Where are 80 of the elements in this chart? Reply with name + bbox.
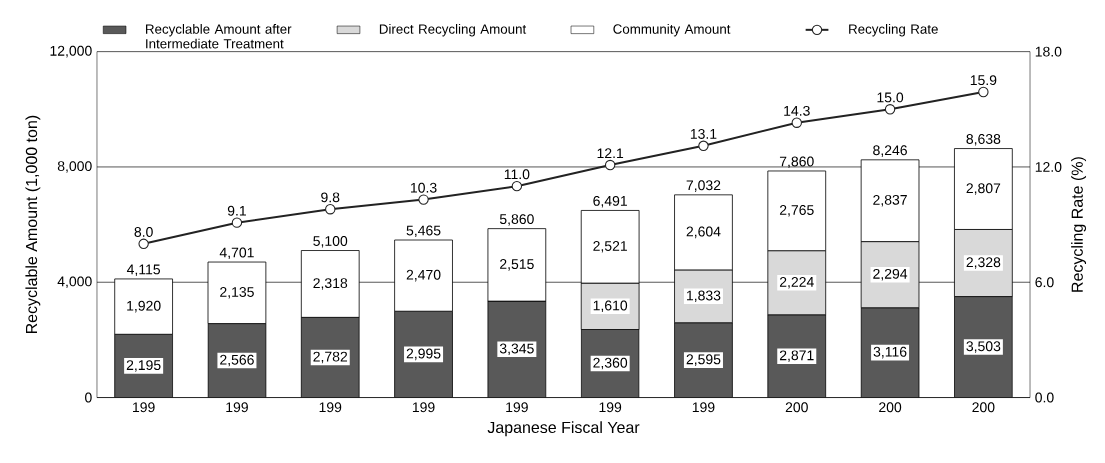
y-axis-title: Recyclable Amount (1,000 ton) [25, 116, 41, 334]
point [418, 194, 429, 206]
data-label: 2,566 [220, 355, 254, 367]
data-label: 3,345 [499, 343, 534, 356]
total-label: 7,032 [686, 180, 721, 193]
data-label: 3,116 [873, 347, 907, 359]
data-label: 8.0 [134, 227, 153, 238]
x-tick-label: 199 [412, 402, 435, 413]
x-tick-label: 199 [226, 402, 248, 413]
total-label: 5,860 [499, 214, 534, 226]
point [604, 160, 616, 171]
total-label: 4,701 [219, 247, 254, 260]
data-label: 2,807 [966, 183, 1001, 196]
legend-label: Direct Recycling Amount [379, 24, 527, 37]
data-label: 14.3 [784, 106, 810, 117]
point [698, 140, 709, 152]
data-label: 2,521 [593, 241, 627, 253]
point [325, 204, 336, 215]
data-label: 2,871 [779, 350, 814, 363]
data-label: 1,610 [593, 300, 628, 313]
total-label: 5,465 [406, 225, 441, 238]
data-label: 12.1 [597, 148, 624, 159]
point [511, 181, 523, 192]
point [978, 87, 989, 98]
point [138, 238, 149, 250]
data-label: 2,782 [313, 351, 348, 364]
data-label: 2,135 [220, 287, 254, 299]
data-label: 15.0 [877, 92, 904, 103]
point [791, 117, 802, 129]
total-label: 8,638 [966, 134, 1001, 146]
y-tick-label: 0 [85, 392, 92, 403]
legend-label: Recyclable Amount after Intermediate Treatment [146, 24, 292, 49]
data-label: 1,833 [687, 290, 721, 303]
data-label: 3,503 [966, 341, 1001, 354]
x-tick-label: 199 [599, 402, 622, 413]
total-label: 5,100 [313, 236, 348, 248]
data-label: 15.9 [970, 75, 997, 86]
total-label: 7,860 [779, 156, 814, 169]
data-label: 2,328 [966, 257, 1001, 270]
y2-axis-title: Recycling Rate (%) [1071, 157, 1087, 292]
point [884, 104, 896, 115]
x-axis-title: Japanese Fiscal Year [487, 421, 640, 437]
legend-label: Recycling Rate [849, 24, 938, 37]
data-label: 13.1 [690, 129, 717, 140]
data-label: 2,515 [500, 259, 534, 271]
total-label: 6,491 [593, 196, 627, 208]
data-label: 2,470 [406, 270, 441, 282]
data-label: 2,195 [126, 360, 161, 372]
y2-tick-label: 0.0 [1035, 392, 1054, 403]
y-tick-label: 8,000 [57, 161, 92, 173]
x-tick-label: 199 [692, 402, 715, 413]
data-label: 11.0 [504, 169, 530, 180]
data-label: 2,604 [686, 226, 721, 239]
data-label: 9.1 [227, 206, 246, 216]
data-label: 9.8 [321, 192, 340, 203]
data-label: 2,294 [873, 269, 908, 281]
x-tick-label: 200 [972, 402, 995, 413]
data-label: 2,765 [779, 205, 814, 217]
data-label: 2,595 [686, 354, 721, 367]
x-tick-label: 200 [879, 402, 902, 413]
x-tick-label: 200 [785, 402, 808, 413]
data-label: 1,920 [127, 301, 161, 313]
y-tick-label: 12,000 [50, 46, 92, 58]
legend-label: Community Amount [613, 24, 731, 37]
y2-tick-label: 18.0 [1035, 46, 1062, 57]
total-label: 8,246 [873, 145, 907, 158]
data-label: 2,360 [593, 357, 628, 370]
point [231, 217, 243, 229]
y2-tick-label: 12.0 [1035, 162, 1062, 173]
x-tick-label: 199 [506, 402, 528, 413]
data-label: 2,318 [313, 278, 348, 290]
data-label: 2,837 [873, 195, 907, 207]
x-tick-label: 199 [133, 402, 155, 413]
total-label: 4,115 [126, 264, 161, 277]
y-tick-label: 4,000 [57, 276, 92, 289]
data-label: 2,995 [406, 348, 441, 361]
x-tick-label: 199 [319, 402, 342, 413]
y2-tick-label: 6.0 [1035, 277, 1054, 288]
data-label: 2,224 [779, 277, 814, 289]
data-label: 10.3 [410, 183, 437, 193]
